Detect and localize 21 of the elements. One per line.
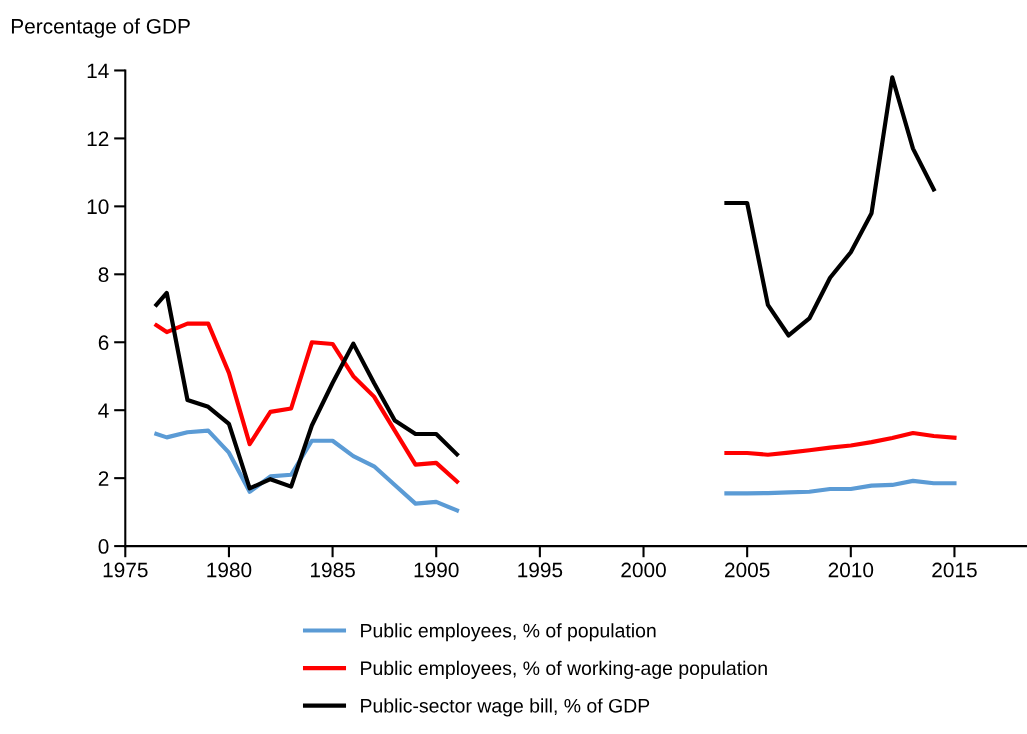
x-tick-label: 1985 bbox=[311, 562, 355, 578]
x-tick-label: 2010 bbox=[828, 562, 874, 578]
y-tick-label: 6 bbox=[98, 335, 109, 351]
y-axis-title: Percentage of GDP bbox=[11, 18, 190, 38]
y-tick-label: 14 bbox=[87, 63, 109, 79]
y-tick-label: 4 bbox=[98, 403, 109, 418]
legend-label: Public employees, % of working-age population bbox=[361, 660, 767, 679]
legend-label: Public employees, % of population bbox=[361, 623, 656, 642]
x-tick-label: 2005 bbox=[725, 562, 770, 578]
y-tick-label: 10 bbox=[87, 199, 109, 215]
x-tick-label: 1995 bbox=[518, 562, 563, 578]
y-tick-label: 2 bbox=[98, 471, 109, 486]
y-tick-label: 0 bbox=[98, 539, 109, 554]
y-tick-label: 12 bbox=[87, 131, 109, 146]
x-tick-label: 2000 bbox=[621, 562, 666, 578]
x-tick-label: 2015 bbox=[932, 562, 977, 578]
x-tick-label: 1980 bbox=[207, 562, 252, 578]
x-tick-label: 1975 bbox=[103, 562, 148, 578]
x-tick-label: 1990 bbox=[414, 562, 459, 578]
y-tick-label: 8 bbox=[98, 267, 109, 283]
legend-label: Public-sector wage bill, % of GDP bbox=[361, 698, 650, 717]
